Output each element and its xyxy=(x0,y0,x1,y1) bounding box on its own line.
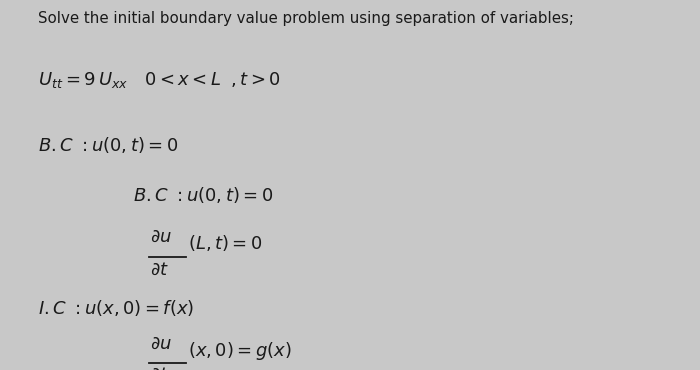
Text: $\partial t$: $\partial t$ xyxy=(150,261,169,279)
Text: $B.C\ :u(0,t)=0$: $B.C\ :u(0,t)=0$ xyxy=(38,135,179,155)
Text: $\partial u$: $\partial u$ xyxy=(150,335,172,353)
Text: $U_{tt} = 9\,U_{xx}\quad 0<x<L\;\;,t>0$: $U_{tt} = 9\,U_{xx}\quad 0<x<L\;\;,t>0$ xyxy=(38,70,281,90)
Text: Solve the initial boundary value problem using separation of variables;: Solve the initial boundary value problem… xyxy=(38,11,575,26)
Text: $\partial u$: $\partial u$ xyxy=(150,228,172,246)
Text: $I.C\ :u(x,0)=f(x)$: $I.C\ :u(x,0)=f(x)$ xyxy=(38,298,195,318)
Text: $B.C\ :u(0,t)=0$: $B.C\ :u(0,t)=0$ xyxy=(133,185,274,205)
Text: $(L,t)=0$: $(L,t)=0$ xyxy=(188,233,262,253)
Text: $(x,0)=g(x)$: $(x,0)=g(x)$ xyxy=(188,340,292,362)
Text: $\partial t$: $\partial t$ xyxy=(150,366,169,370)
